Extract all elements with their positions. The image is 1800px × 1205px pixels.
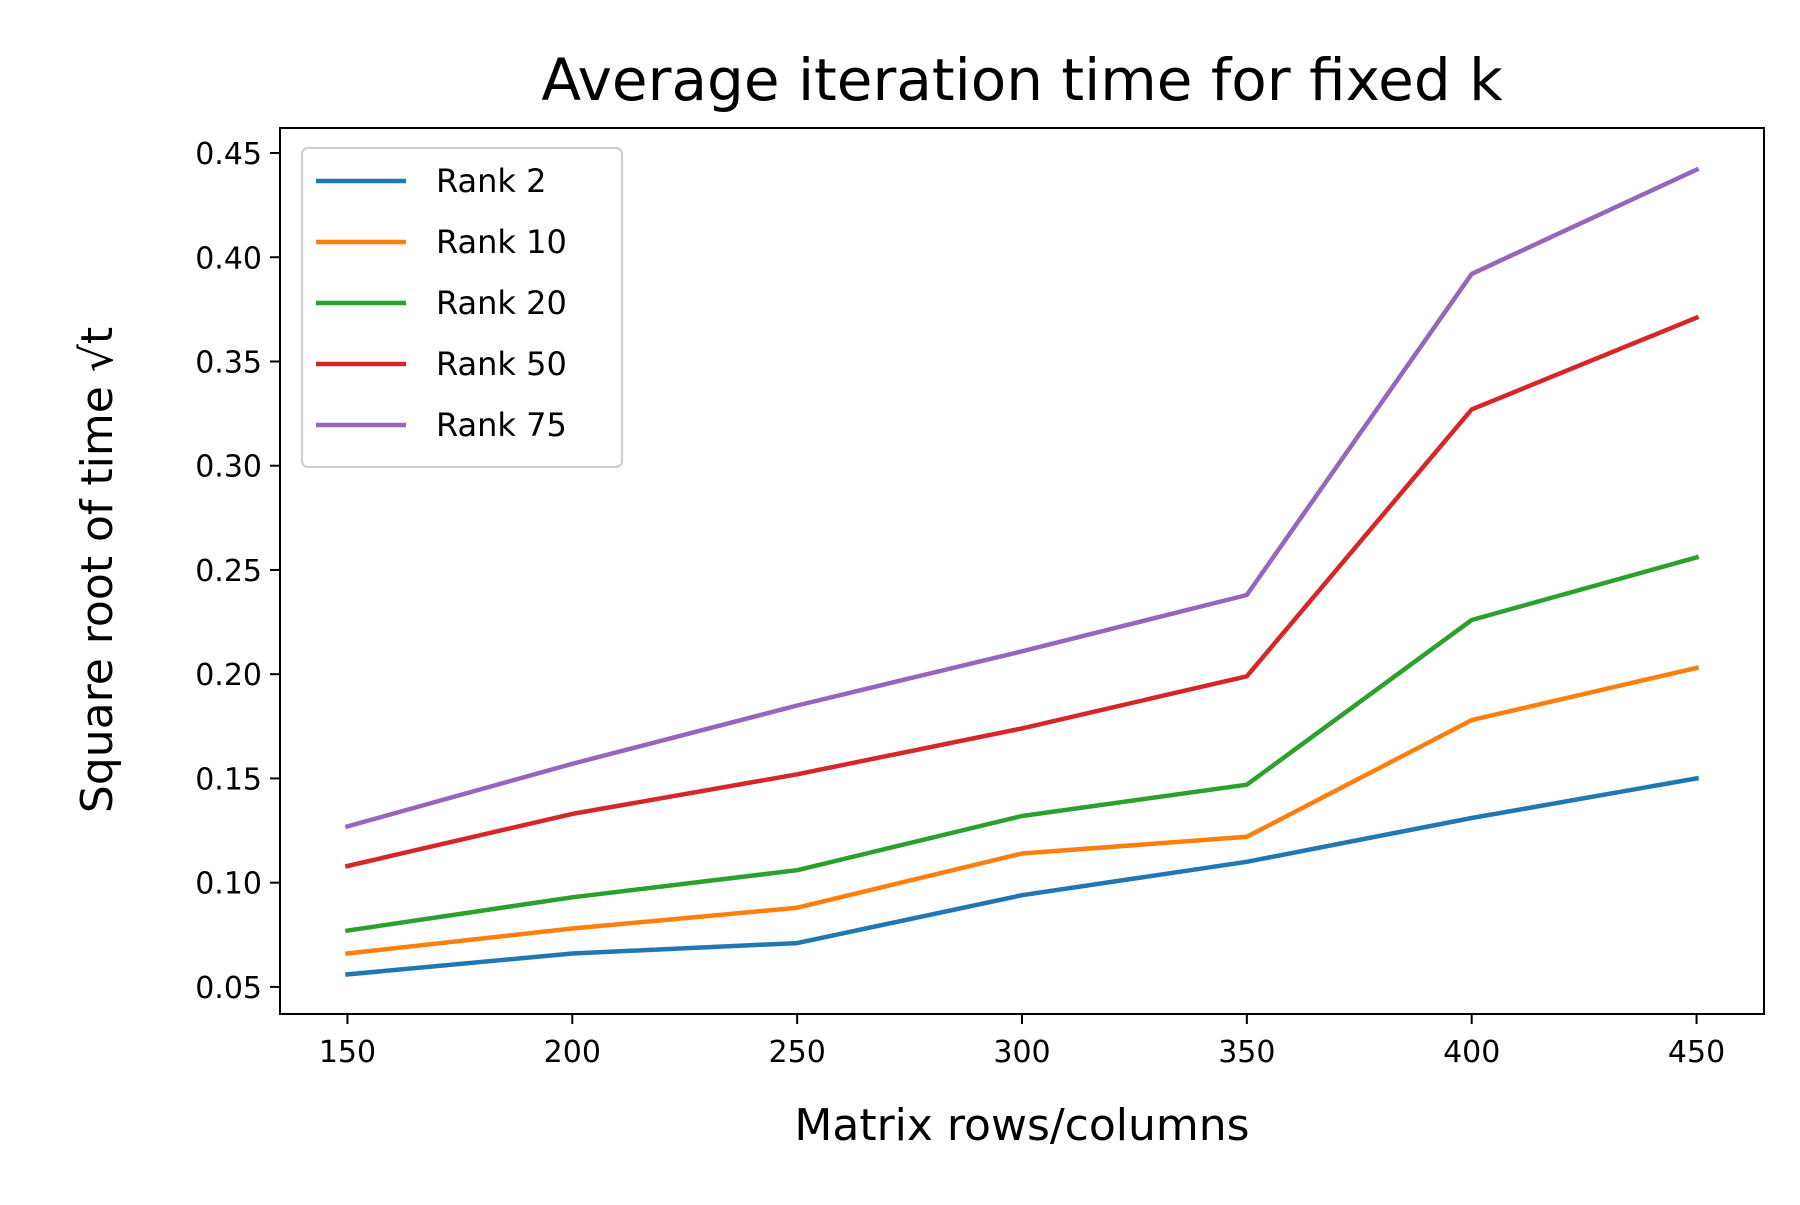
chart-title: Average iteration time for fixed k — [541, 46, 1503, 114]
x-tick-label: 400 — [1443, 1035, 1500, 1070]
x-tick-label: 450 — [1668, 1035, 1725, 1070]
y-axis-label: Square root of time √t — [72, 327, 123, 813]
x-tick-label: 350 — [1218, 1035, 1275, 1070]
y-tick-label: 0.45 — [195, 137, 262, 172]
legend-entry-label: Rank 20 — [436, 284, 567, 322]
series-line-rank-75 — [344, 166, 1700, 830]
legend-entry-label: Rank 50 — [436, 345, 567, 383]
x-tick-label: 300 — [993, 1035, 1050, 1070]
legend-entry-label: Rank 10 — [436, 223, 567, 261]
y-tick-label: 0.20 — [195, 658, 262, 693]
x-axis-label: Matrix rows/columns — [794, 1100, 1249, 1151]
legend-box — [301, 147, 623, 468]
y-tick-label: 0.25 — [195, 554, 262, 589]
y-tick-label: 0.10 — [195, 867, 262, 902]
series-line-rank-10 — [345, 665, 1700, 956]
series-lines — [344, 166, 1700, 977]
y-tick-label: 0.15 — [195, 762, 262, 797]
y-tick-label: 0.30 — [195, 450, 262, 485]
y-tick-label: 0.40 — [195, 241, 262, 276]
legend-entry-label: Rank 75 — [436, 406, 567, 444]
series-line-rank-50 — [344, 314, 1700, 869]
axes: 150 200 250 300 350 400 450 0.05 0.10 0.15 0.20 0.2… — [195, 127, 1765, 1070]
legend-entry-label: Rank 2 — [436, 162, 546, 200]
x-tick-label: 200 — [544, 1035, 601, 1070]
x-tick-label: 250 — [769, 1035, 826, 1070]
y-tick-label: 0.05 — [195, 971, 262, 1006]
legend: Rank 2 Rank 10 Rank 20 Rank 50 Rank 75 — [301, 147, 623, 468]
x-tick-label: 150 — [319, 1035, 376, 1070]
series-line-rank-2 — [345, 775, 1700, 977]
y-tick-label: 0.35 — [195, 345, 262, 380]
series-line-rank-20 — [344, 554, 1700, 934]
